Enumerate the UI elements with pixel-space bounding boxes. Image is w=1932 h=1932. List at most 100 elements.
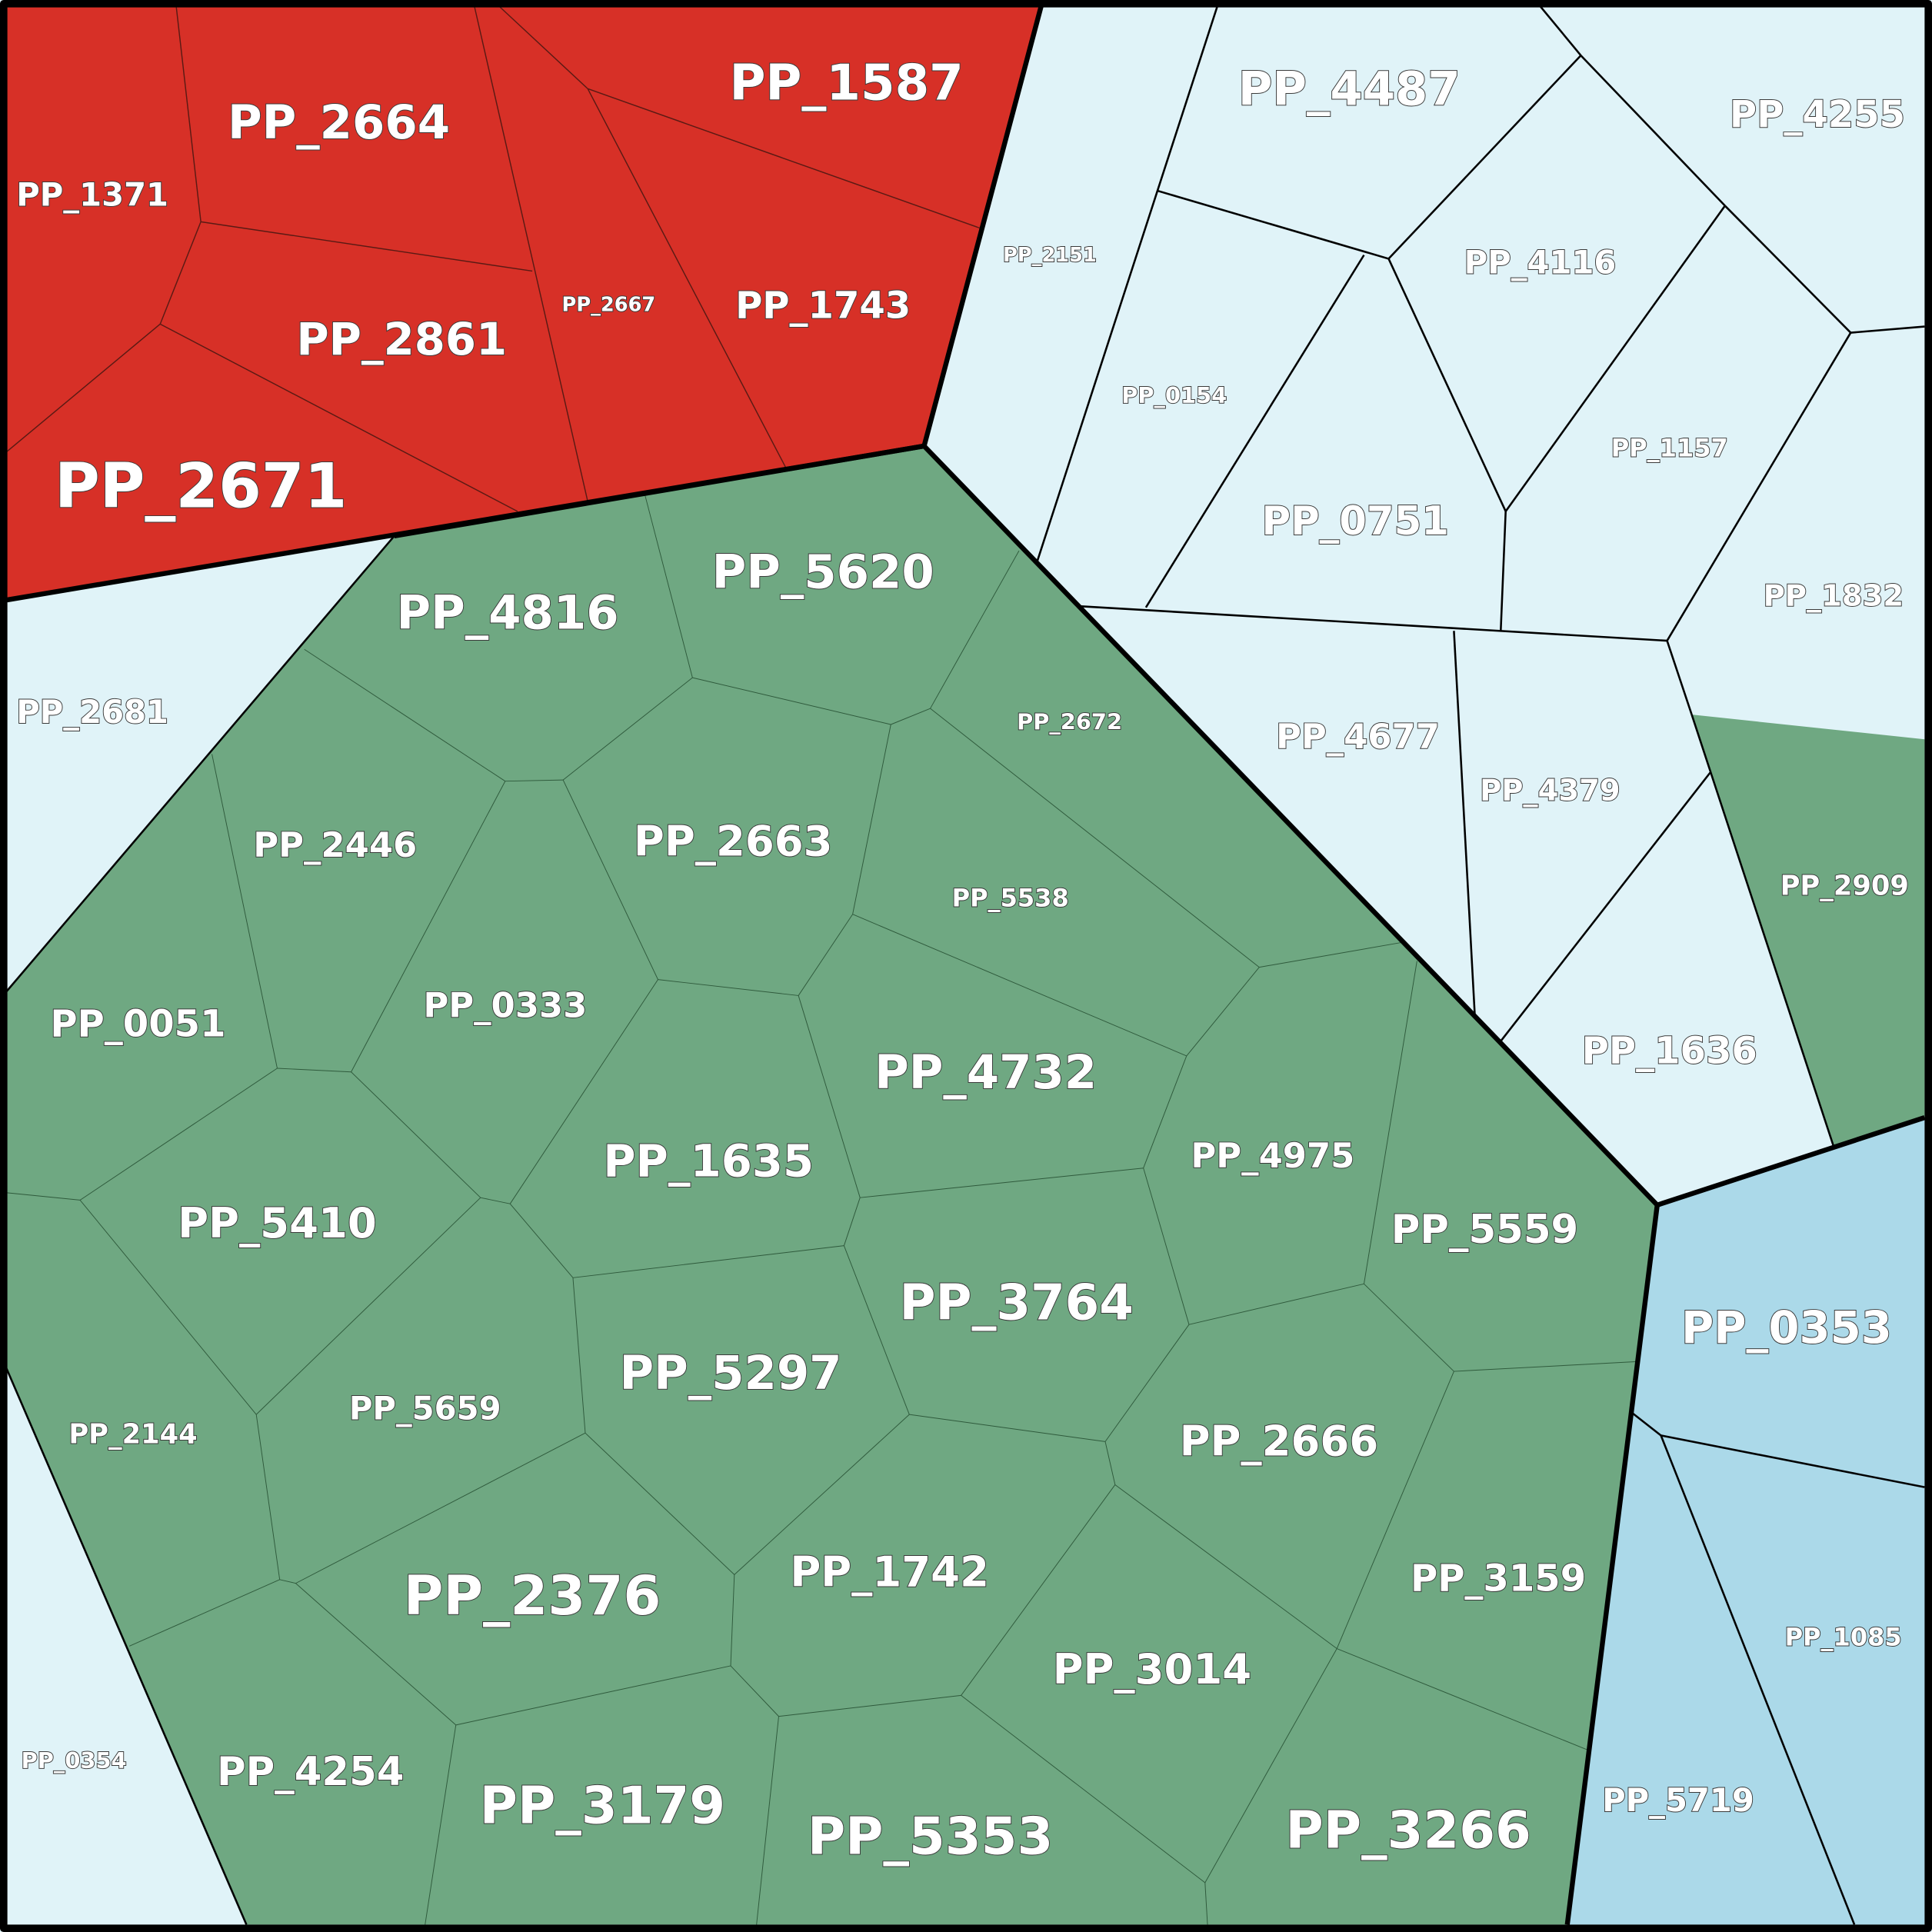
cell-border [5, 323, 161, 453]
cell-label: PP_2666 [1180, 1417, 1379, 1466]
cell-border [474, 5, 588, 502]
cell-label: PP_0154 [1121, 382, 1227, 408]
cell-label: PP_2376 [404, 1564, 661, 1627]
cell-border [730, 1665, 779, 1717]
cell-border [480, 1197, 511, 1204]
cell-border [277, 1068, 351, 1073]
labels: PP_1371 PP_2664 PP_1587 PP_2861 PP_2667 PP_17… [15, 55, 1910, 1867]
cell-border [909, 1414, 1106, 1442]
cell-border [1500, 771, 1711, 1042]
cell-border [798, 995, 861, 1198]
cell-label: PP_3159 [1411, 1557, 1586, 1600]
cell-border [1387, 55, 1582, 260]
cell-label: PP_5297 [619, 1346, 841, 1401]
cell-border [843, 1198, 861, 1246]
cell-border [1631, 1412, 1662, 1437]
cell-border [351, 1071, 481, 1198]
cell-label: PP_2446 [253, 824, 417, 865]
cell-label: PP_0353 [1681, 1301, 1892, 1354]
cell-label: PP_0051 [50, 1003, 225, 1046]
cell-border [1387, 258, 1507, 512]
cell-border [5, 1367, 248, 1925]
cell-border [351, 781, 506, 1073]
cell-border [505, 779, 564, 782]
cell-label: PP_1832 [1764, 578, 1904, 613]
cell-label: PP_1587 [729, 55, 963, 112]
cell-label: PP_2671 [55, 451, 347, 522]
cell-border [562, 779, 658, 980]
cell-border [562, 677, 693, 781]
cell-border [159, 323, 518, 512]
cell-border [255, 1197, 481, 1415]
cell-label: PP_2672 [1017, 708, 1122, 734]
cell-label: PP_5659 [349, 1389, 501, 1427]
cell-label: PP_4255 [1730, 93, 1905, 136]
cell-border [572, 1277, 586, 1434]
cell-border [1188, 1283, 1364, 1325]
cell-label: PP_4975 [1191, 1135, 1354, 1176]
cell-border [1158, 190, 1389, 260]
cell-border [1336, 1371, 1454, 1649]
cell-label: PP_2663 [634, 817, 833, 866]
cell-border [843, 1245, 910, 1415]
cell-label: PP_5559 [1391, 1207, 1578, 1253]
cell-label: PP_4487 [1238, 62, 1461, 117]
cell-label: PP_5719 [1602, 1781, 1754, 1819]
cell-border [1143, 1055, 1188, 1168]
cell-border [852, 724, 891, 914]
cell-label: PP_1742 [790, 1547, 989, 1597]
cell-border [1666, 640, 1693, 715]
cell-label: PP_2861 [296, 313, 507, 365]
cell-label: PP_4116 [1464, 243, 1617, 281]
cell-border [255, 1414, 281, 1580]
cell-border [295, 1583, 457, 1726]
cell-border [1539, 5, 1582, 56]
cell-border [498, 5, 588, 89]
cell-border [798, 914, 854, 996]
cell-border [756, 1716, 779, 1925]
cell-border [734, 1414, 910, 1575]
group-border [1656, 1115, 1926, 1208]
cell-border [175, 5, 202, 222]
cell-border [1660, 1434, 1856, 1925]
cell-border [425, 1724, 457, 1925]
cell-borders [5, 5, 1925, 1925]
cell-border [5, 1192, 81, 1201]
cell-border [201, 221, 533, 272]
cell-border [279, 1579, 296, 1584]
cell-label: PP_4816 [397, 586, 619, 641]
cell-label: PP_0751 [1262, 498, 1449, 545]
green-region [1691, 715, 1925, 1146]
cell-border [930, 708, 1260, 968]
cell-border [961, 1695, 1206, 1884]
cell-label: PP_2664 [228, 95, 450, 150]
cell-label: PP_3179 [480, 1775, 725, 1835]
cell-label: PP_0354 [22, 1747, 127, 1774]
cell-border [585, 1432, 735, 1575]
cell-border [692, 677, 891, 725]
cell-border [730, 1574, 735, 1666]
cell-label: PP_5353 [808, 1806, 1053, 1866]
cell-label: PP_4254 [217, 1749, 404, 1795]
cell-label: PP_3014 [1053, 1644, 1252, 1694]
cell-border [212, 754, 278, 1069]
cell-border [658, 979, 799, 996]
cell-border [961, 1484, 1116, 1696]
red-region [6, 6, 1041, 601]
cell-border [1259, 942, 1401, 968]
cell-border [79, 1200, 257, 1415]
cell-border [295, 1432, 586, 1584]
cell-border [1724, 205, 1852, 334]
cell-label: PP_4379 [1480, 774, 1621, 808]
cell-label: PP_2681 [16, 693, 168, 731]
cell-border [1661, 1434, 1925, 1488]
cell-border [587, 88, 787, 469]
cell-border [1143, 1168, 1190, 1325]
cell-border [1850, 325, 1925, 334]
cell-label: PP_3764 [900, 1275, 1134, 1332]
cell-border [1364, 1283, 1454, 1372]
cell-border [1453, 631, 1476, 1017]
cell-border [79, 1068, 278, 1201]
cell-border [860, 1168, 1144, 1198]
